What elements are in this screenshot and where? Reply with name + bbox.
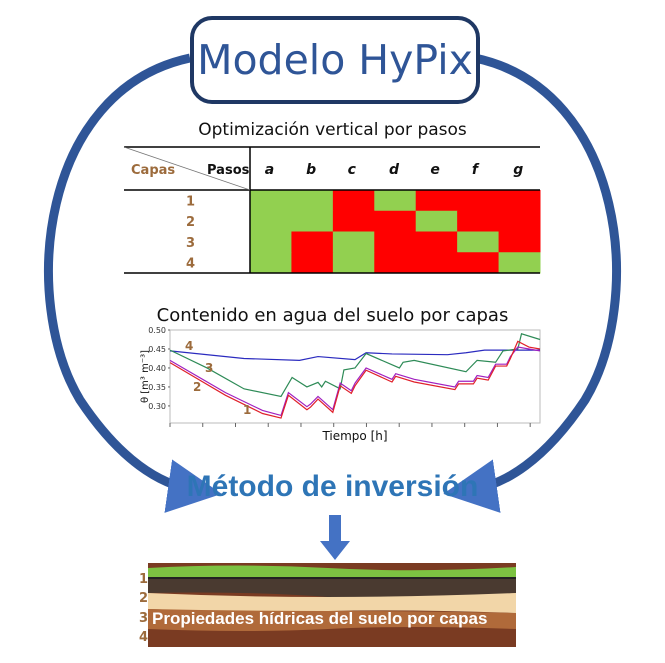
y-tick-label: 0.35: [148, 383, 166, 392]
cell-1-c: [332, 190, 375, 212]
col-header: Pasos: [207, 163, 250, 178]
row-label-1: 1: [186, 194, 195, 209]
cell-4-b: [291, 252, 334, 274]
series-label-2: 2: [193, 380, 201, 394]
cell-3-a: [250, 231, 292, 253]
col-label-a: a: [265, 162, 274, 178]
method-label: Método de inversión: [186, 470, 479, 503]
col-label-f: f: [472, 162, 480, 178]
col-label-g: g: [513, 162, 523, 178]
soil-label: Propiedades hídricas del suelo por capas: [152, 609, 488, 628]
soil-layer-1: 1: [139, 572, 149, 587]
cell-4-e: [415, 252, 458, 274]
series-label-3: 3: [205, 361, 213, 375]
chart-title: Contenido en agua del suelo por capas: [156, 305, 509, 326]
left-arc-arrow: [44, 53, 222, 513]
cell-2-e: [415, 210, 458, 232]
cell-3-c: [332, 231, 375, 253]
y-tick-label: 0.40: [148, 364, 166, 373]
steps-table: Capas Pasos a b c d e f g 1 2 3 4: [123, 146, 541, 274]
y-tick-label: 0.45: [148, 345, 166, 354]
cell-3-g: [498, 231, 541, 253]
cell-4-f: [457, 252, 500, 274]
row-label-4: 4: [186, 257, 195, 272]
table-caption: Optimización vertical por pasos: [198, 120, 467, 140]
cell-2-f: [457, 210, 500, 232]
col-label-b: b: [306, 162, 316, 178]
cell-1-e: [415, 190, 458, 212]
down-arrow-icon: [320, 515, 350, 560]
cell-3-f: [457, 231, 500, 253]
cell-1-f: [457, 190, 500, 212]
x-axis-label: Tiempo [h]: [321, 429, 387, 443]
plot-area: [169, 329, 541, 424]
row-label-3: 3: [186, 236, 195, 251]
y-tick-label: 0.50: [148, 326, 166, 335]
row-header: Capas: [131, 163, 175, 178]
cell-1-d: [374, 190, 417, 212]
cell-2-g: [498, 210, 541, 232]
cell-1-b: [291, 190, 334, 212]
soil-layer-4: 4: [139, 630, 149, 645]
cell-1-a: [250, 190, 292, 212]
series-line-4: [169, 349, 540, 361]
cell-3-e: [415, 231, 458, 253]
cell-2-c: [332, 210, 375, 232]
soil-layer-3: 3: [139, 611, 149, 626]
series-line-2: [169, 346, 541, 417]
series-label-4: 4: [185, 339, 193, 353]
header-diagonal: [123, 146, 251, 191]
series-line-1: [169, 340, 541, 419]
cell-4-d: [374, 252, 417, 274]
cell-4-c: [332, 252, 375, 274]
water-content-chart: 0.30 0.35 0.40 0.45 0.50 Tiempo [h] θ [m³ m⁻³]…: [140, 326, 541, 443]
soil-layer-2: 2: [139, 591, 149, 606]
row-label-2: 2: [186, 215, 195, 230]
col-label-d: d: [389, 162, 400, 178]
cell-3-b: [291, 231, 334, 253]
cell-2-a: [250, 210, 292, 232]
right-arc-arrow: [443, 53, 621, 513]
cell-4-a: [250, 252, 292, 274]
series-label-1: 1: [243, 403, 251, 417]
series-line-3: [169, 333, 541, 398]
y-tick-label: 0.30: [148, 402, 166, 411]
page-title: Modelo HyPix: [190, 16, 480, 104]
col-label-e: e: [430, 162, 440, 178]
cell-2-d: [374, 210, 417, 232]
col-label-c: c: [348, 162, 357, 178]
cell-1-g: [498, 190, 541, 212]
cell-4-g: [498, 252, 541, 274]
cell-3-d: [374, 231, 417, 253]
cell-2-b: [291, 210, 334, 232]
soil-profile-image: [148, 563, 516, 647]
y-axis-label: θ [m³ m⁻³]: [140, 350, 151, 403]
